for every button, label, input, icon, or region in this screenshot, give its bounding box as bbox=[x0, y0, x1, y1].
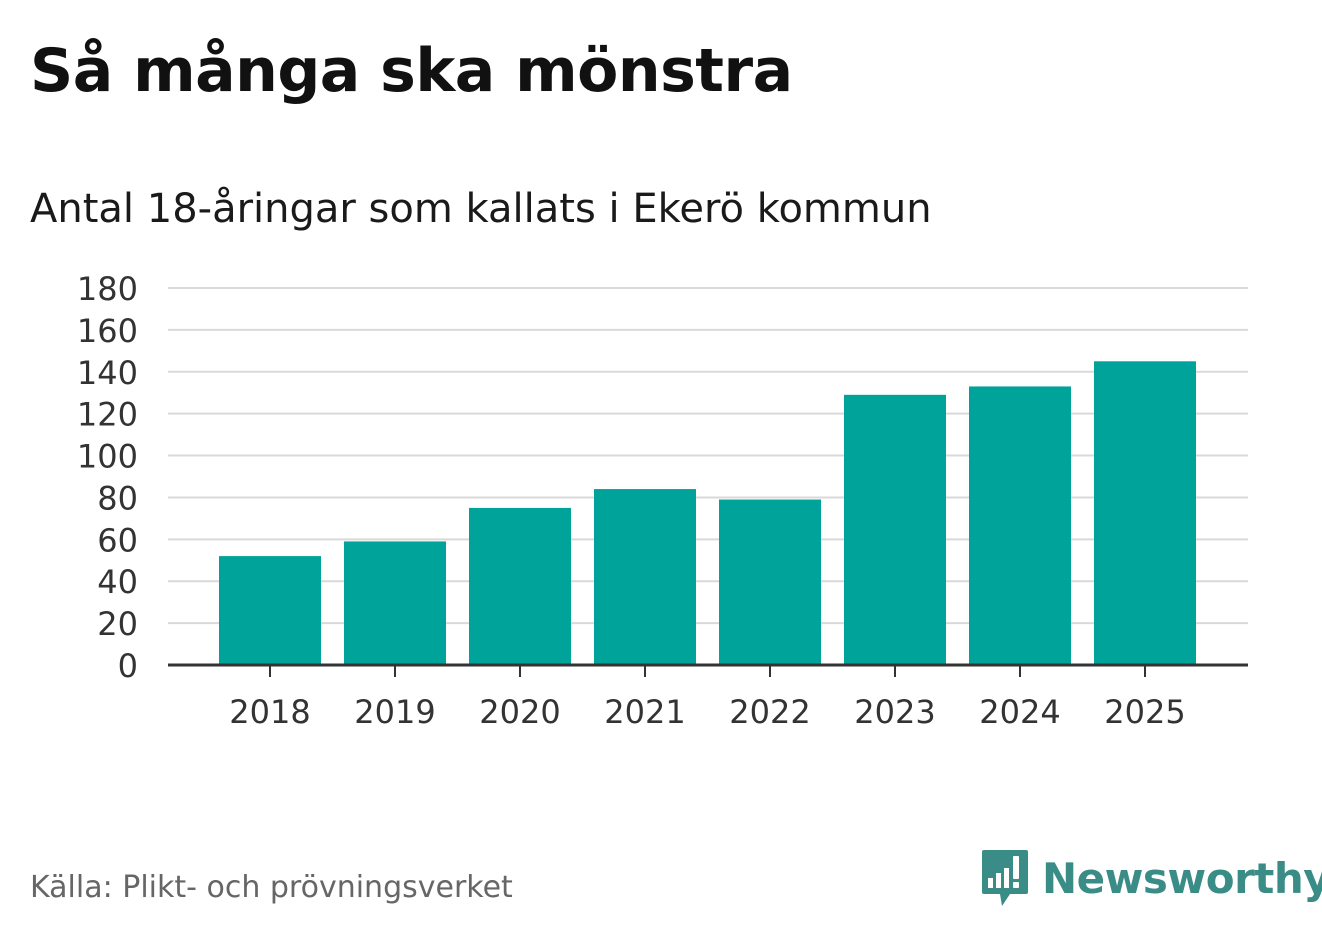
y-tick-label: 120 bbox=[77, 396, 138, 434]
x-tick-label: 2018 bbox=[229, 693, 310, 731]
y-tick-label: 140 bbox=[77, 354, 138, 392]
bar bbox=[969, 386, 1071, 665]
brand-name: Newsworthy bbox=[1042, 853, 1322, 903]
y-tick-label: 100 bbox=[77, 438, 138, 476]
x-tick-label: 2024 bbox=[979, 693, 1060, 731]
bar bbox=[719, 499, 821, 665]
y-tick-label: 20 bbox=[97, 605, 138, 643]
bar bbox=[1094, 361, 1196, 665]
chart-subtitle: Antal 18-åringar som kallats i Ekerö kom… bbox=[30, 186, 932, 232]
x-tick-label: 2025 bbox=[1104, 693, 1185, 731]
y-tick-label: 0 bbox=[118, 647, 138, 685]
y-tick-label: 180 bbox=[77, 270, 138, 308]
y-tick-label: 160 bbox=[77, 312, 138, 350]
bar bbox=[469, 507, 571, 665]
x-tick-label: 2019 bbox=[354, 693, 435, 731]
bars bbox=[219, 361, 1196, 665]
source-note: Källa: Plikt- och prövningsverket bbox=[30, 870, 513, 905]
bar bbox=[594, 489, 696, 665]
x-tick-label: 2021 bbox=[604, 693, 685, 731]
bar-chart-speech-bubble-icon bbox=[982, 850, 1028, 906]
y-tick-label: 60 bbox=[97, 521, 138, 559]
x-tick-label: 2020 bbox=[479, 693, 560, 731]
y-tick-label: 80 bbox=[97, 479, 138, 517]
brand-logo: Newsworthy bbox=[980, 848, 1322, 908]
gridlines bbox=[168, 287, 1248, 625]
y-tick-label: 40 bbox=[97, 563, 138, 601]
bar bbox=[844, 394, 946, 665]
x-tick-label: 2022 bbox=[729, 693, 810, 731]
bar bbox=[344, 541, 446, 665]
chart-title: Så många ska mönstra bbox=[30, 36, 793, 106]
bar bbox=[219, 556, 321, 665]
x-tick-label: 2023 bbox=[854, 693, 935, 731]
